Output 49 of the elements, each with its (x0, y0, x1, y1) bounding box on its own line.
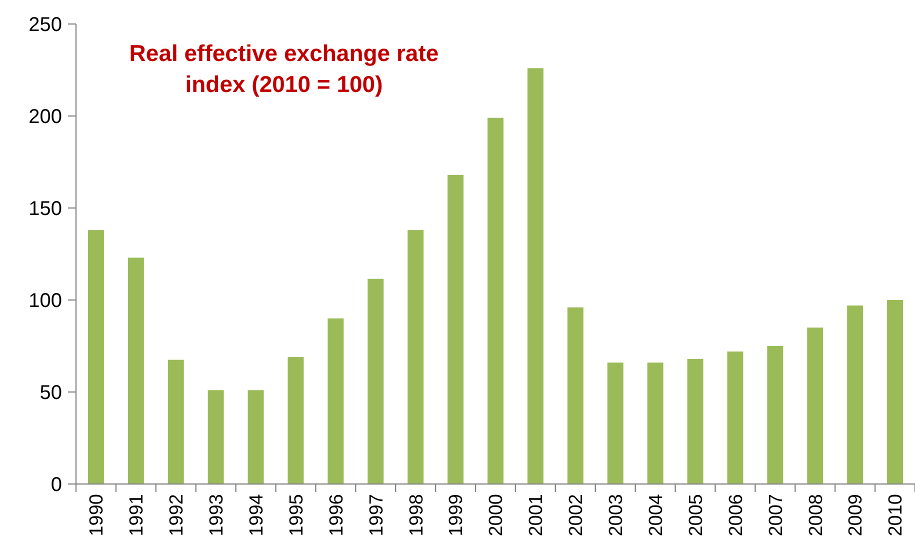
x-tick-label: 2003 (606, 494, 628, 536)
bar (727, 352, 744, 484)
bar (368, 278, 384, 484)
x-tick-label: 1991 (126, 494, 148, 536)
bar (607, 362, 624, 484)
y-tick-label: 150 (28, 198, 62, 220)
bar (807, 328, 824, 484)
bar (248, 390, 264, 484)
bar (647, 362, 664, 484)
x-tick-label: 1999 (446, 494, 468, 536)
x-tick-label: 2006 (726, 494, 747, 536)
bar (567, 307, 584, 484)
y-tick-label: 50 (40, 382, 62, 404)
x-tick-label: 2007 (766, 494, 787, 536)
y-tick-label: 250 (28, 14, 62, 36)
x-tick-label: 1993 (206, 494, 228, 536)
bar (408, 230, 424, 484)
x-tick-label: 1992 (166, 494, 188, 536)
x-tick-label: 2004 (646, 494, 667, 536)
bar (687, 358, 704, 484)
bar (328, 318, 344, 484)
bar (527, 68, 544, 484)
bar (767, 346, 784, 484)
x-tick-label: 1998 (406, 494, 428, 536)
bar (847, 306, 864, 484)
text: Real effective exchange rate index (2010 = 100) (128, 39, 440, 99)
x-tick-label: 2009 (846, 494, 867, 536)
x-tick-label: 2010 (886, 494, 907, 536)
x-tick-label: 1994 (246, 494, 268, 536)
bar (288, 357, 304, 484)
y-tick-label: 0 (50, 474, 62, 496)
x-tick-label: 1997 (366, 494, 388, 536)
x-tick-label: 1995 (286, 494, 308, 536)
x-tick-label: 2001 (526, 494, 548, 536)
bar (88, 230, 104, 484)
x-tick-label: 1996 (326, 494, 348, 536)
bar (208, 390, 224, 484)
y-tick-label: 200 (28, 106, 62, 128)
bar (488, 118, 504, 484)
bar (887, 300, 904, 484)
bar (448, 174, 464, 484)
y-tick-label: 100 (28, 290, 62, 312)
x-tick-label: 2002 (566, 494, 588, 536)
bar (168, 360, 184, 484)
x-tick-label: 2005 (686, 494, 707, 536)
x-tick-label: 2000 (486, 494, 508, 536)
bar (128, 258, 144, 484)
x-tick-label: 1990 (86, 494, 108, 536)
x-tick-label: 2008 (806, 494, 827, 536)
